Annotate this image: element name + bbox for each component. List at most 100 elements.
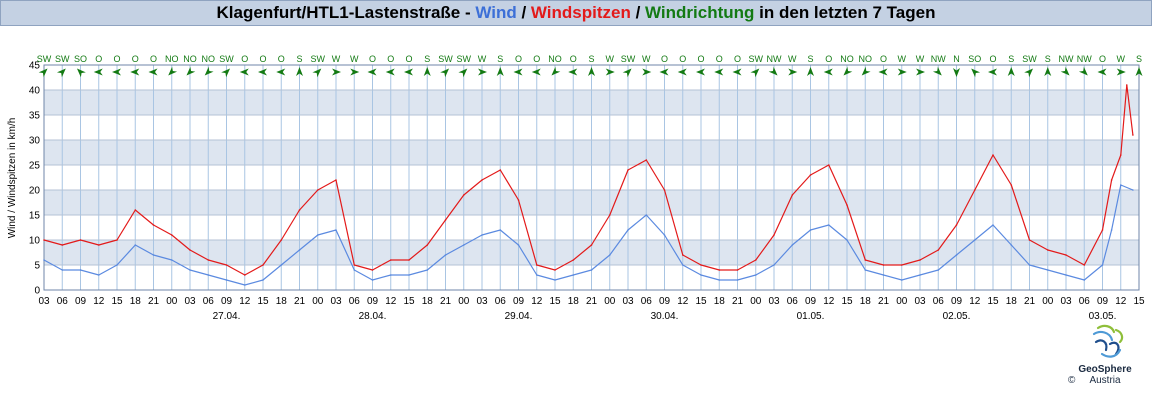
geosphere-logo: GeoSphere Austria © — [1060, 320, 1150, 400]
arrow-head — [642, 68, 652, 76]
wind-direction-arrow — [551, 66, 561, 76]
arrow-head — [988, 68, 997, 76]
grid — [43, 64, 1140, 291]
x-tick-label: 03 — [476, 296, 488, 307]
x-tick-label: 09 — [951, 296, 963, 307]
data-point-1 — [335, 179, 337, 181]
wind-direction-label: S — [807, 54, 813, 64]
x-tick-label: 06 — [933, 296, 945, 307]
data-point-0 — [1065, 274, 1067, 276]
wind-direction-arrow — [1044, 67, 1052, 76]
data-point-0 — [134, 244, 137, 246]
wind-direction-arrow — [932, 66, 942, 76]
data-point-1 — [554, 269, 556, 271]
data-point-1 — [298, 209, 301, 211]
x-tick-label: 09 — [367, 296, 379, 307]
x-tick-label: 12 — [823, 296, 835, 307]
data-point-1 — [773, 234, 775, 236]
y-axis-label: Wind / Windspitzen in km/h — [7, 118, 18, 239]
x-tick-label: 18 — [1006, 296, 1018, 307]
series-line-0 — [43, 184, 1134, 286]
arrow-head — [385, 68, 395, 76]
data-point-1 — [98, 244, 100, 246]
wind-direction-arrow — [861, 66, 871, 76]
data-point-1 — [700, 264, 702, 266]
data-point-1 — [572, 259, 575, 261]
arrow-head — [93, 68, 103, 76]
wind-direction-arrow — [843, 66, 853, 76]
x-tick-label: 18 — [276, 296, 288, 307]
data-point-0 — [152, 254, 155, 256]
arrow-head — [513, 68, 523, 76]
wind-direction-arrow — [204, 66, 214, 76]
x-tick-label: 09 — [659, 296, 671, 307]
wind-direction-label: NW — [1077, 54, 1092, 64]
wind-direction-label: O — [405, 54, 412, 64]
plot-frame — [43, 64, 1140, 291]
data-point-1 — [280, 239, 283, 241]
x-tick-label: 00 — [1042, 296, 1054, 307]
x-tick-label: 00 — [750, 296, 762, 307]
arrow-head — [768, 66, 778, 76]
wind-direction-arrow — [56, 68, 66, 78]
title-gust: Windspitzen — [530, 3, 631, 22]
arrow-head — [148, 68, 158, 76]
x-tick-label: 18 — [422, 296, 434, 307]
data-point-1 — [79, 239, 82, 241]
x-tick-label: 18 — [130, 296, 142, 307]
data-point-0 — [937, 269, 940, 271]
arrow-head — [1116, 68, 1126, 76]
wind-direction-label: NO — [202, 54, 216, 64]
data-point-1 — [882, 264, 885, 266]
data-point-0 — [280, 264, 283, 266]
arrow-head — [916, 68, 925, 76]
wind-direction-arrow — [807, 67, 814, 76]
arrow-head — [807, 67, 814, 76]
data-point-0 — [974, 239, 976, 241]
wind-direction-label: O — [278, 54, 285, 64]
data-point-1 — [1120, 154, 1122, 156]
x-tick-label: 09 — [221, 296, 233, 307]
data-point-0 — [828, 224, 830, 226]
wind-direction-label: O — [533, 54, 540, 64]
data-point-0 — [1132, 189, 1134, 191]
wind-direction-arrow — [953, 68, 960, 77]
data-point-1 — [663, 189, 666, 191]
data-point-0 — [645, 214, 648, 216]
x-tick-label: 06 — [349, 296, 361, 307]
arrow-head — [568, 68, 578, 76]
data-point-0 — [590, 269, 593, 271]
wind-direction-label: NW — [931, 54, 946, 64]
data-point-0 — [317, 234, 319, 236]
data-point-1 — [992, 154, 994, 156]
arrow-head — [221, 68, 231, 78]
wind-direction-label: O — [570, 54, 577, 64]
data-point-0 — [1110, 229, 1113, 231]
wind-direction-arrow — [276, 68, 286, 76]
date-label: 27.04. — [213, 311, 241, 322]
data-point-0 — [901, 279, 903, 281]
data-point-0 — [463, 244, 465, 246]
wind-direction-arrow — [916, 68, 925, 76]
data-point-0 — [536, 274, 538, 276]
wind-direction-label: S — [588, 54, 594, 64]
arrow-head — [788, 68, 798, 76]
data-point-0 — [481, 234, 483, 236]
wind-direction-arrow — [332, 68, 341, 76]
arrow-head — [1024, 68, 1034, 78]
data-point-0 — [98, 274, 100, 276]
wind-direction-label: W — [1117, 54, 1126, 64]
x-tick-label: 03 — [622, 296, 634, 307]
data-point-1 — [974, 189, 976, 191]
wind-direction-arrow — [38, 68, 48, 78]
arrow-head — [1007, 67, 1015, 76]
x-tick-label: 09 — [513, 296, 525, 307]
data-point-1 — [1028, 239, 1031, 241]
arrow-head — [112, 68, 121, 76]
x-tick-label: 03 — [914, 296, 926, 307]
y-tick-label: 30 — [29, 136, 41, 147]
x-tick-label: 12 — [93, 296, 105, 307]
data-point-1 — [736, 269, 739, 271]
x-tick-label: 21 — [1024, 296, 1036, 307]
x-tick-label: 06 — [203, 296, 215, 307]
